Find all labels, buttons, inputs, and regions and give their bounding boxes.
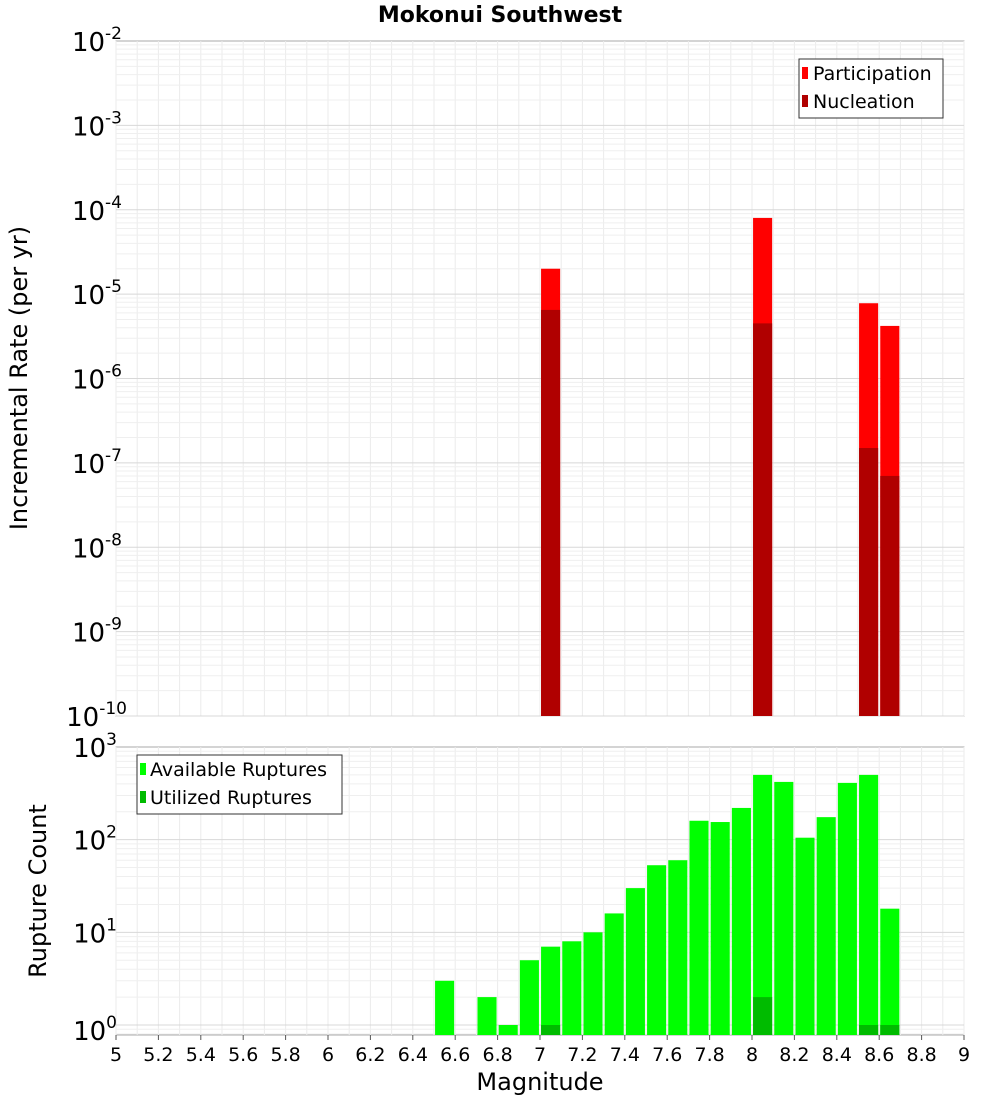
rate-legend: Participation Nucleation — [798, 58, 944, 119]
count-bar-available-ruptures — [774, 781, 794, 1035]
nucleation-legend-label: Nucleation — [813, 91, 915, 113]
count-bar-available-ruptures — [859, 774, 879, 1035]
rate-y-tick-label: 10-4 — [72, 193, 122, 227]
participation-legend-label: Participation — [813, 63, 932, 85]
x-tick-label: 7.6 — [652, 1044, 682, 1066]
participation-legend-swatch — [802, 67, 808, 79]
x-tick-label: 6.2 — [355, 1044, 385, 1066]
x-tick-label: 6 — [322, 1044, 334, 1066]
rate-y-tick-label: 10-3 — [72, 108, 122, 142]
count-bar-available-ruptures — [710, 822, 730, 1035]
x-tick-label: 6.6 — [440, 1044, 470, 1066]
count-bar-available-ruptures — [541, 946, 561, 1035]
rate-y-tick-label: 10-8 — [72, 530, 122, 564]
count-bar-available-ruptures — [562, 941, 582, 1035]
count-bar-available-ruptures — [795, 837, 815, 1035]
rate-bar-nucleation — [880, 475, 900, 716]
count-y-ticks: 100 101 102 103 — [73, 730, 117, 1047]
count-bar-available-ruptures — [498, 1025, 518, 1035]
chart-title: Mokonui Southwest — [378, 3, 623, 28]
count-bar-available-ruptures — [583, 932, 603, 1035]
count-bar-available-ruptures — [625, 888, 645, 1035]
count-y-axis-label: Rupture Count — [24, 804, 52, 978]
x-tick-label: 8.6 — [864, 1044, 894, 1066]
rate-bars — [541, 217, 900, 716]
count-bars — [435, 774, 900, 1035]
x-axis-label: Magnitude — [476, 1068, 603, 1096]
count-bar-available-ruptures — [477, 997, 497, 1035]
count-bar-available-ruptures — [816, 817, 836, 1035]
count-bar-available-ruptures — [837, 782, 857, 1035]
magnitude-x-ticks: 5 5.2 5.4 5.6 5.8 6 6.2 6.4 6.6 6.8 7 7.2 7.4 7.6 7.8 8… — [110, 1035, 970, 1066]
count-y-tick-label: 103 — [73, 730, 117, 764]
rate-y-tick-label: 10-7 — [72, 446, 122, 480]
rate-y-tick-label: 10-6 — [72, 362, 122, 396]
count-y-tick-label: 102 — [73, 823, 117, 857]
count-bar-available-ruptures — [435, 980, 455, 1035]
count-y-tick-label: 100 — [73, 1013, 117, 1047]
x-tick-label: 7 — [534, 1044, 546, 1066]
count-bar-available-ruptures — [647, 865, 667, 1035]
count-bar-available-ruptures — [753, 774, 773, 1035]
count-bar-available-ruptures — [731, 807, 751, 1035]
utilized-legend-label: Utilized Ruptures — [150, 787, 312, 809]
count-legend-box — [136, 754, 343, 815]
x-tick-label: 5.2 — [143, 1044, 173, 1066]
count-bar-available-ruptures — [668, 860, 688, 1035]
x-tick-label: 6.4 — [398, 1044, 428, 1066]
utilized-legend-swatch — [140, 791, 146, 803]
rate-y-tick-label: 10-2 — [72, 24, 122, 58]
count-bar-utilized-ruptures — [880, 1025, 900, 1035]
x-tick-label: 5 — [110, 1044, 122, 1066]
rate-y-tick-label: 10-10 — [66, 699, 127, 733]
rate-bar-nucleation — [859, 448, 879, 716]
rate-y-ticks: 10-10 10-9 10-8 10-7 10-6 10-5 10-4 10-3 10-2 — [66, 24, 127, 733]
x-tick-label: 8.2 — [779, 1044, 809, 1066]
rate-y-tick-label: 10-9 — [72, 615, 122, 649]
available-legend-swatch — [140, 763, 146, 775]
x-tick-label: 5.6 — [228, 1044, 258, 1066]
x-tick-label: 8.8 — [906, 1044, 936, 1066]
rate-bar-nucleation — [753, 323, 773, 716]
x-tick-label: 8.4 — [822, 1044, 852, 1066]
count-bar-utilized-ruptures — [753, 997, 773, 1035]
count-bar-available-ruptures — [689, 820, 709, 1035]
rate-legend-box — [798, 58, 944, 119]
x-tick-label: 5.8 — [270, 1044, 300, 1066]
available-legend-label: Available Ruptures — [150, 759, 327, 781]
count-bar-available-ruptures — [519, 960, 539, 1035]
count-legend: Available Ruptures Utilized Ruptures — [136, 754, 343, 815]
rate-grid — [115, 41, 965, 717]
count-bar-utilized-ruptures — [541, 1025, 561, 1035]
x-tick-label: 7.8 — [694, 1044, 724, 1066]
rate-y-tick-label: 10-5 — [72, 277, 122, 311]
rate-y-axis-label: Incremental Rate (per yr) — [5, 226, 33, 530]
count-y-tick-label: 101 — [73, 915, 117, 949]
x-tick-label: 7.4 — [610, 1044, 640, 1066]
count-bar-utilized-ruptures — [859, 1025, 879, 1035]
x-tick-label: 7.2 — [567, 1044, 597, 1066]
count-bar-available-ruptures — [604, 913, 624, 1035]
count-chart: 100 101 102 103 5 5.2 5.4 5.6 5.8 6 6.2 6.4 6.6 6.8 7… — [24, 730, 970, 1096]
x-tick-label: 6.8 — [482, 1044, 512, 1066]
rate-chart: Mokonui Southwest 10-1010-910-810-710-61… — [5, 3, 965, 733]
x-tick-label: 5.4 — [186, 1044, 216, 1066]
rate-bar-nucleation — [541, 309, 561, 716]
nucleation-legend-swatch — [802, 95, 808, 107]
count-bar-available-ruptures — [880, 908, 900, 1035]
x-tick-label: 8 — [746, 1044, 758, 1066]
x-tick-label: 9 — [958, 1044, 970, 1066]
